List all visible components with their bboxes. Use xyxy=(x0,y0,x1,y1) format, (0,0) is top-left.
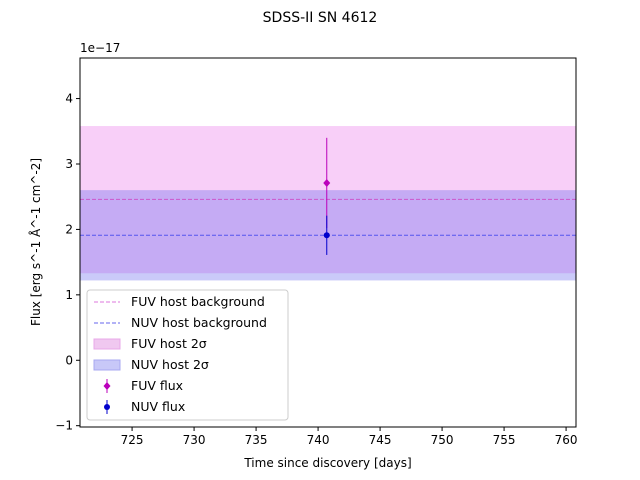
y-tick-label: −1 xyxy=(55,419,73,433)
y-tick-label: 4 xyxy=(65,92,73,106)
y-tick-label: 1 xyxy=(65,288,73,302)
y-tick-label: 0 xyxy=(65,353,73,367)
x-tick-label: 740 xyxy=(307,433,330,447)
legend-box xyxy=(86,289,289,421)
legend-label: FUV host background xyxy=(131,294,265,309)
legend-item-fuv-flux: FUV flux xyxy=(103,378,183,393)
legend-item-fuv-host-2: FUV host 2σ xyxy=(93,336,207,351)
point-fuv xyxy=(323,178,331,187)
legend-swatch xyxy=(104,404,110,410)
y-axis-label: Flux [erg s^-1 Å^-1 cm^-2] xyxy=(28,158,43,326)
x-tick-label: 745 xyxy=(369,433,392,447)
y-scale-label: 1e−17 xyxy=(80,41,120,55)
y-tick-label: 3 xyxy=(65,157,73,171)
x-tick-label: 760 xyxy=(555,433,578,447)
legend-label: NUV host 2σ xyxy=(131,357,209,372)
x-tick-label: 735 xyxy=(245,433,268,447)
legend-label: NUV flux xyxy=(131,399,185,414)
legend-item-nuv-flux: NUV flux xyxy=(104,399,185,414)
legend-swatch xyxy=(93,359,121,371)
x-tick-label: 755 xyxy=(493,433,516,447)
legend-swatch xyxy=(103,382,111,390)
legend: FUV host background NUV host background FU… xyxy=(86,289,289,421)
chart-title: SDSS-II SN 4612 xyxy=(263,10,378,26)
legend-label: FUV host 2σ xyxy=(131,336,207,351)
axes-frame xyxy=(79,57,577,428)
legend-item-nuv-host-background: NUV host background xyxy=(94,315,267,330)
legend-item-nuv-host-2: NUV host 2σ xyxy=(93,357,209,372)
legend-swatch xyxy=(93,338,121,350)
x-tick-label: 725 xyxy=(121,433,144,447)
x-tick-label: 730 xyxy=(183,433,206,447)
y-tick-label: 2 xyxy=(65,222,73,236)
x-axis-label: Time since discovery [days] xyxy=(243,456,411,470)
legend-label: NUV host background xyxy=(131,315,267,330)
plot-area: 725 730 735 740 745 750 755 760 −1 0 1 2 3 4 xyxy=(55,57,578,447)
point-nuv xyxy=(323,232,330,239)
legend-item-fuv-host-background: FUV host background xyxy=(94,294,265,309)
legend-label: FUV flux xyxy=(131,378,183,393)
x-tick-label: 750 xyxy=(431,433,454,447)
